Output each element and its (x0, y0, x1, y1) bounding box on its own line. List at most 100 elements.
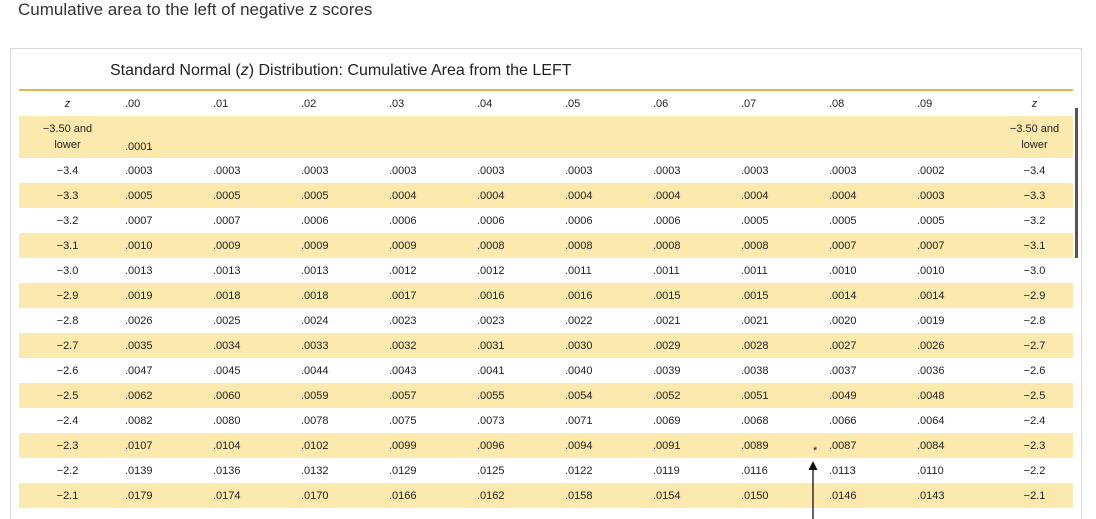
area-cell: .0119 (653, 464, 680, 477)
area-cell: .0003 (829, 164, 857, 177)
area-cell: .0030 (556, 333, 644, 358)
area-cell: .0005 (829, 214, 857, 227)
area-cell: .0018 (292, 283, 380, 308)
area-cell: .0044 (301, 364, 329, 377)
area-cell: .0041 (477, 364, 505, 377)
up-arrow-icon (808, 461, 818, 519)
table-body: −3.50 and lower .0001 −3.50 and lower −3.4.00… (19, 116, 1073, 508)
area-cell: .0110 (917, 464, 944, 477)
area-cell (908, 116, 996, 158)
area-cell: .0075 (389, 414, 417, 427)
area-cell: .0003 (213, 164, 241, 177)
z-value-right: −2.5 (996, 383, 1073, 408)
area-cell: .0179 (116, 483, 204, 508)
area-cell: .0045 (213, 364, 241, 377)
z-table: z .00 .01 .02 .03 .04 .05 .06 .07 .08 .0… (19, 89, 1073, 508)
area-cell: .0003 (565, 164, 593, 177)
z-value-right: −2.1 (996, 483, 1073, 508)
z-value-right: −3.3 (996, 183, 1073, 208)
area-cell: .0009 (292, 233, 380, 258)
area-cell: .0006 (565, 214, 593, 227)
area-cell: .0009 (204, 233, 292, 258)
area-cell: .0122 (565, 464, 593, 477)
area-cell: .0057 (380, 383, 468, 408)
area-cell: .0162 (468, 483, 556, 508)
area-cell: .0006 (477, 214, 505, 227)
area-cell: .0069 (653, 414, 681, 427)
scrollbar[interactable] (1075, 108, 1078, 258)
table-title: Standard Normal (z) Distribution: Cumula… (110, 62, 572, 80)
z-header-left: z (64, 97, 71, 110)
z-value-left: −2.5 (19, 383, 116, 408)
z-value-left: −2.6 (56, 364, 79, 377)
area-cell: .0028 (732, 333, 820, 358)
area-cell: .0091 (644, 433, 732, 458)
col-header: .04 (477, 97, 493, 110)
area-cell (380, 116, 468, 158)
area-cell: .0040 (565, 364, 593, 377)
area-cell: .0049 (820, 383, 908, 408)
area-cell: .0008 (732, 233, 820, 258)
area-cell: .0059 (292, 383, 380, 408)
table-row: −2.3.0107.0104.0102.0099.0096.0094.0091.… (19, 433, 1073, 458)
area-cell: .0008 (556, 233, 644, 258)
z-value-right: −2.6 (1023, 364, 1046, 377)
area-cell: .0039 (653, 364, 681, 377)
col-header: .00 (125, 97, 141, 110)
area-cell: .0004 (644, 183, 732, 208)
area-cell: .0094 (556, 433, 644, 458)
area-cell: .0174 (204, 483, 292, 508)
z-value-left: −3.1 (19, 233, 116, 258)
area-cell: .0005 (204, 183, 292, 208)
area-cell: .0031 (468, 333, 556, 358)
area-cell: .0020 (829, 314, 857, 327)
area-cell: .0073 (477, 414, 505, 427)
area-cell: .0051 (732, 383, 820, 408)
area-cell: .0019 (116, 283, 204, 308)
area-cell: .0125 (477, 464, 505, 477)
area-cell: .0019 (917, 314, 945, 327)
area-cell: .0003 (653, 164, 681, 177)
area-cell: .0007 (213, 214, 241, 227)
area-cell: .0033 (292, 333, 380, 358)
area-cell: .0001 (116, 116, 204, 158)
table-row: −2.1.0179.0174.0170.0166.0162.0158.0154.… (19, 483, 1073, 508)
z-value-left: −2.8 (56, 314, 79, 327)
page-heading: Cumulative area to the left of negative … (18, 0, 373, 19)
col-header: .01 (213, 97, 229, 110)
area-cell: .0102 (292, 433, 380, 458)
col-header: .08 (829, 97, 845, 110)
area-cell: .0016 (556, 283, 644, 308)
area-cell: .0004 (820, 183, 908, 208)
area-cell: .0064 (917, 414, 945, 427)
table-row: −2.2 .0139 .0136 .0132 .0129 .0125 .0122 .0119.… (19, 458, 1073, 483)
area-cell: .0166 (380, 483, 468, 508)
area-cell: .0080 (213, 414, 241, 427)
area-cell: .0021 (653, 314, 681, 327)
area-cell: .0013 (125, 264, 153, 277)
z-value-right: −2.9 (996, 283, 1073, 308)
area-cell: .0170 (292, 483, 380, 508)
z-value-left: −2.3 (19, 433, 116, 458)
area-cell: .0154 (644, 483, 732, 508)
col-header: .07 (741, 97, 757, 110)
area-cell: .0099 (380, 433, 468, 458)
z-header-right: z (1031, 97, 1038, 110)
area-cell: .0038 (741, 364, 769, 377)
z-value-left: −2.4 (56, 414, 79, 427)
area-cell: .0010 (116, 233, 204, 258)
z-value-right: −3.50 and lower (996, 116, 1073, 158)
area-cell: .0012 (477, 264, 505, 277)
table-row: −3.3.0005.0005.0005.0004.0004.0004.0004.… (19, 183, 1073, 208)
z-value-right: −2.8 (1023, 314, 1046, 327)
area-cell: .0011 (741, 264, 768, 277)
area-cell: .0146 (820, 483, 908, 508)
area-cell: .0026 (908, 333, 996, 358)
area-cell: .0071 (565, 414, 593, 427)
area-cell: .0023 (389, 314, 417, 327)
z-value-right: −2.4 (1023, 414, 1046, 427)
z-value-left: −2.7 (19, 333, 116, 358)
col-header: .09 (917, 97, 933, 110)
area-cell: .0005 (292, 183, 380, 208)
area-cell: .0036 (917, 364, 945, 377)
